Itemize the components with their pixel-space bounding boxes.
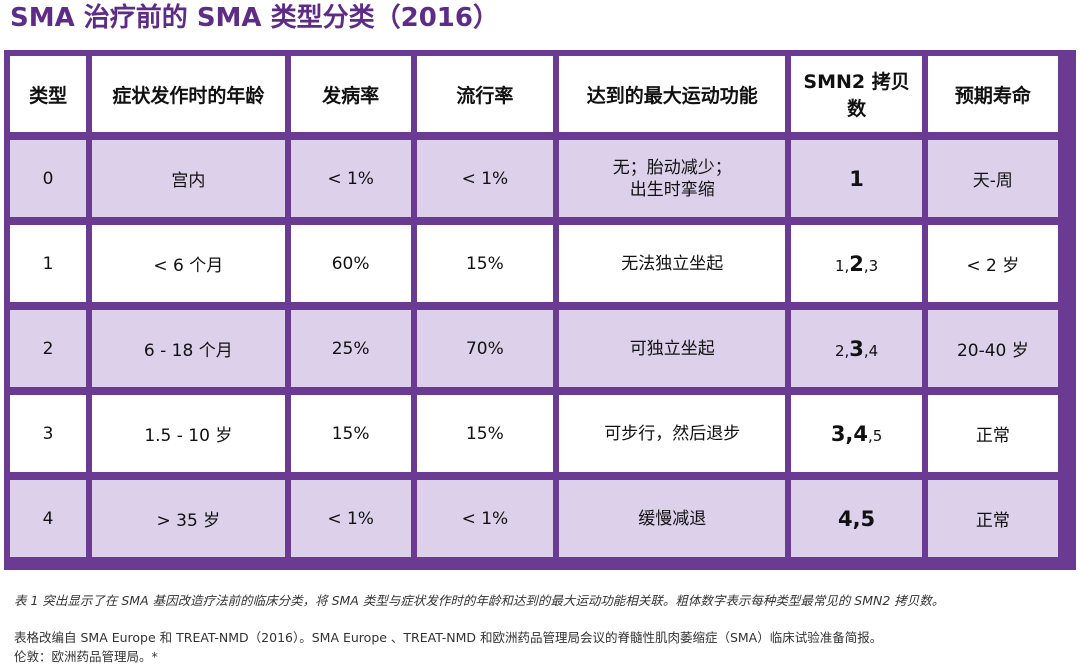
cell-incidence: < 1% [290,480,411,557]
copy-number: 1, [834,256,850,275]
copy-number-bold: 2 [849,251,864,276]
table-row: 0 宫内 < 1% < 1% 无；胎动减少； 出生时挛缩 1 天-周 [10,140,1058,217]
copy-number-bold: 3,4 [830,421,869,446]
cell-motor-function: 可独立坐起 [559,310,786,387]
table-caption: 表 1 突出显示了在 SMA 基因改造疗法前的临床分类，将 SMA 类型与症状发… [14,593,945,608]
cell-onset: < 6 个月 [92,225,285,302]
copy-number: 2, [834,341,850,360]
copy-number: ,3 [863,256,879,275]
header-incidence: 发病率 [290,56,411,132]
motor-function-line: 无法独立坐起 [621,253,724,274]
source-line-1: 表格改编自 SMA Europe 和 TREAT-NMD（2016）。SMA E… [14,630,883,645]
cell-prevalence: < 1% [416,140,554,217]
table-body: 0 宫内 < 1% < 1% 无；胎动减少； 出生时挛缩 1 天-周 1 < 6 个月 60% 15%… [10,140,1058,557]
table-frame: 类型 症状发作时的年龄 发病率 流行率 达到的最大运动功能 SMN2 拷贝数 预… [4,50,1076,570]
cell-type: 2 [10,310,87,387]
motor-function-line: 无；胎动减少； [612,157,732,178]
cell-type: 0 [10,140,87,217]
cell-smn2-copies: 2,3,4 [791,310,922,387]
copy-number-bold: 1 [849,166,864,191]
cell-prevalence: 15% [416,225,554,302]
copy-number: ,4 [863,341,879,360]
motor-function-line: 可步行，然后退步 [604,423,741,444]
cell-smn2-copies: 1 [791,140,922,217]
cell-smn2-copies: 4,5 [791,480,922,557]
header-life-expectancy: 预期寿命 [927,56,1058,132]
copy-number-bold: 3 [849,336,864,361]
cell-incidence: < 1% [290,140,411,217]
sma-classification-table: 类型 症状发作时的年龄 发病率 流行率 达到的最大运动功能 SMN2 拷贝数 预… [4,48,1064,565]
cell-onset: 6 - 18 个月 [92,310,285,387]
table-row: 4 > 35 岁 < 1% < 1% 缓慢减退 4,5 正常 [10,480,1058,557]
cell-smn2-copies: 1,2,3 [791,225,922,302]
cell-onset: 1.5 - 10 岁 [92,395,285,472]
cell-motor-function: 无；胎动减少； 出生时挛缩 [559,140,786,217]
cell-incidence: 60% [290,225,411,302]
cell-motor-function: 可步行，然后退步 [559,395,786,472]
cell-life-expectancy: 20-40 岁 [927,310,1058,387]
motor-function-line: 出生时挛缩 [629,179,715,200]
cell-onset: 宫内 [92,140,285,217]
copy-number-bold: 4,5 [837,506,876,531]
cell-type: 1 [10,225,87,302]
cell-prevalence: 15% [416,395,554,472]
header-smn2-copies: SMN2 拷贝数 [791,56,922,132]
cell-life-expectancy: 正常 [927,480,1058,557]
table-row: 1 < 6 个月 60% 15% 无法独立坐起 1,2,3 < 2 岁 [10,225,1058,302]
cell-smn2-copies: 3,4,5 [791,395,922,472]
motor-function-line: 可独立坐起 [629,338,715,359]
cell-incidence: 25% [290,310,411,387]
cell-prevalence: 70% [416,310,554,387]
cell-life-expectancy: 正常 [927,395,1058,472]
table-row: 3 1.5 - 10 岁 15% 15% 可步行，然后退步 3,4,5 正常 [10,395,1058,472]
copy-number: ,5 [868,426,883,445]
header-motor-function: 达到的最大运动功能 [559,56,786,132]
source-note: 表格改编自 SMA Europe 和 TREAT-NMD（2016）。SMA E… [14,628,882,666]
header-prevalence: 流行率 [416,56,554,132]
cell-motor-function: 无法独立坐起 [559,225,786,302]
header-onset: 症状发作时的年龄 [92,56,285,132]
cell-type: 3 [10,395,87,472]
header-row: 类型 症状发作时的年龄 发病率 流行率 达到的最大运动功能 SMN2 拷贝数 预… [10,56,1058,132]
cell-life-expectancy: 天-周 [927,140,1058,217]
cell-prevalence: < 1% [416,480,554,557]
cell-onset: > 35 岁 [92,480,285,557]
cell-motor-function: 缓慢减退 [559,480,786,557]
page-title: SMA 治疗前的 SMA 类型分类（2016） [10,3,499,33]
cell-incidence: 15% [290,395,411,472]
motor-function-line: 缓慢减退 [638,508,707,529]
cell-life-expectancy: < 2 岁 [927,225,1058,302]
header-type: 类型 [10,56,87,132]
source-line-2: 伦敦：欧洲药品管理局。* [14,649,158,664]
cell-type: 4 [10,480,87,557]
